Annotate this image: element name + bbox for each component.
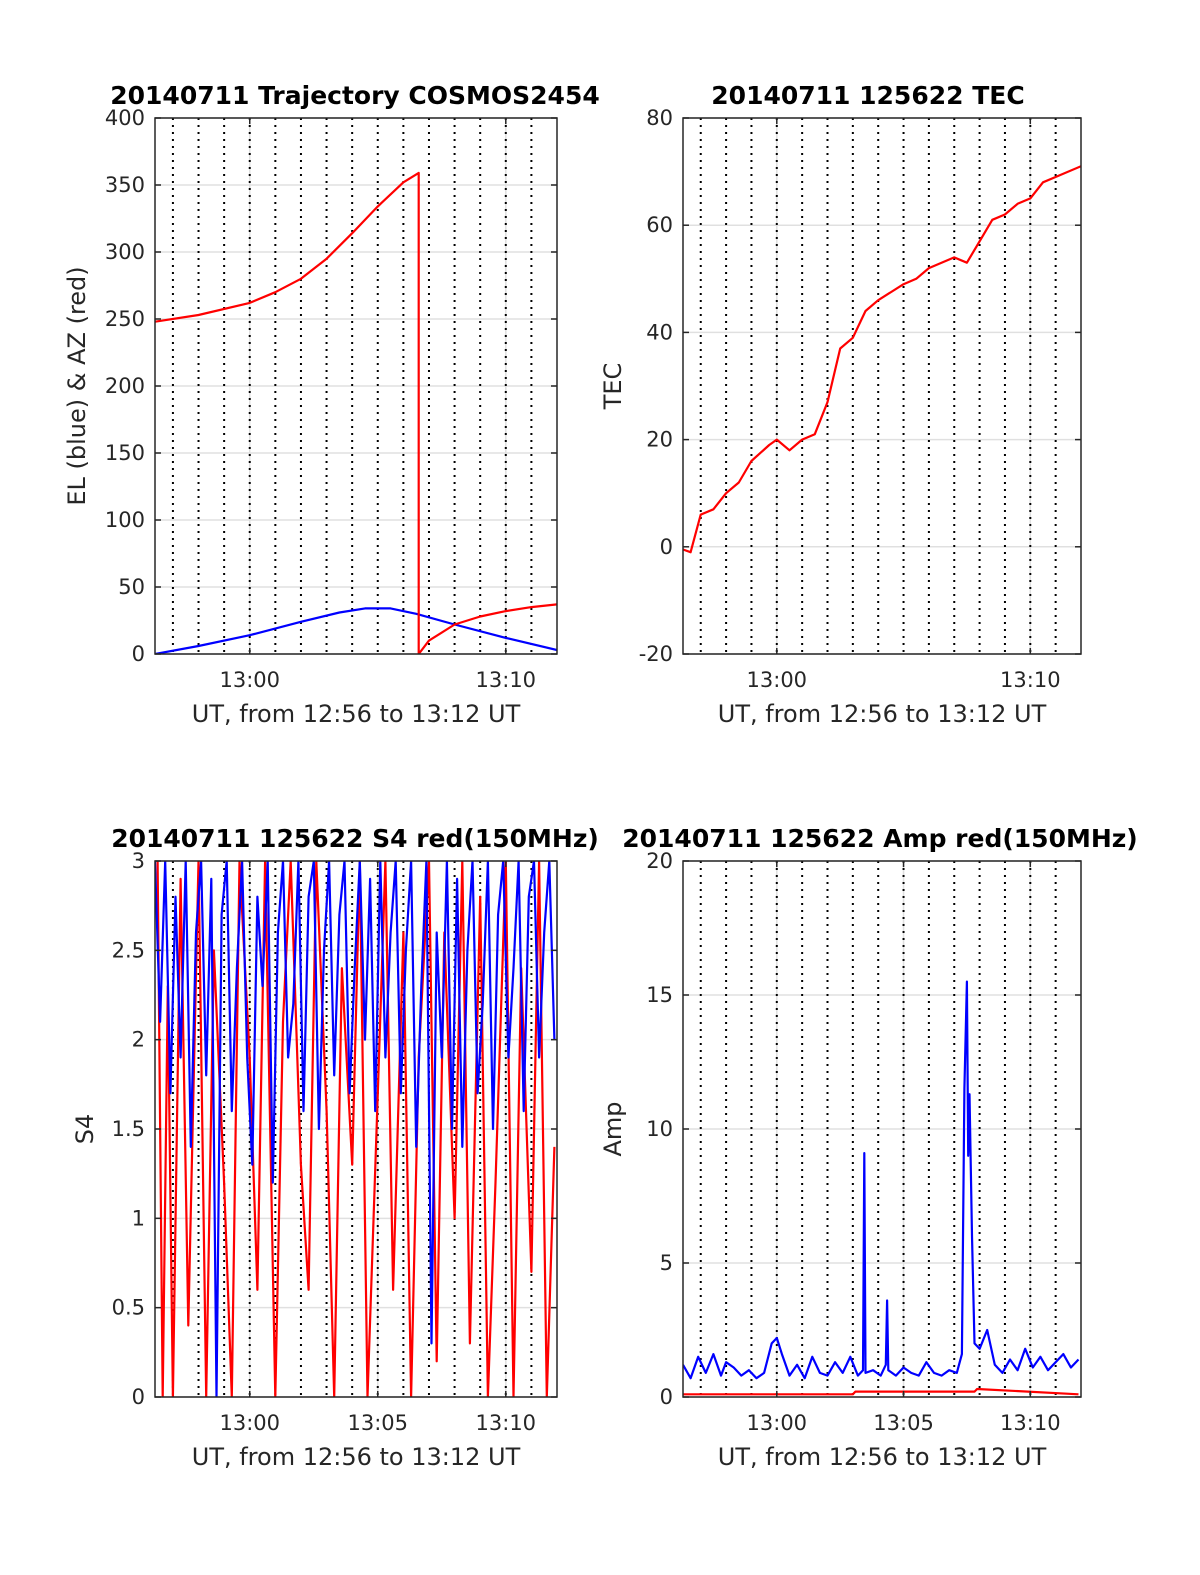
series-line-1 xyxy=(155,171,557,654)
y-tick-label: 80 xyxy=(646,106,673,130)
x-tick-label: 13:00 xyxy=(747,668,808,692)
y-tick-label: 0 xyxy=(132,642,145,666)
chart-title: 20140711 125622 Amp red(150MHz) xyxy=(622,824,1138,853)
x-axis-label: UT, from 12:56 to 13:12 UT xyxy=(718,700,1047,728)
y-tick-label: 250 xyxy=(105,307,145,331)
trajectory-panel: 0 50 100 150 200 250 300 350 400 13:00 13:10 201407… xyxy=(63,81,600,728)
series-line-1 xyxy=(683,980,1080,1380)
chart-title: 20140711 125622 S4 red(150MHz) xyxy=(111,824,599,853)
x-axis-label: UT, from 12:56 to 13:12 UT xyxy=(192,700,521,728)
x-tick-label: 13:05 xyxy=(873,1411,934,1435)
amp-panel: 0 5 10 15 20 13:00 13:05 13:10 20140711 125622 A… xyxy=(599,824,1138,1471)
y-tick-label: 2 xyxy=(132,1028,145,1052)
series-line-0 xyxy=(683,1387,1079,1396)
y-axis-label: S4 xyxy=(71,1114,99,1145)
y-tick-label: 15 xyxy=(646,983,673,1007)
y-tick-label: 0 xyxy=(660,535,673,559)
tec-panel: -20 0 20 40 60 80 13:00 13:10 20140711 125622 TE… xyxy=(599,81,1082,728)
series-line-0 xyxy=(156,861,556,1397)
y-tick-label: 150 xyxy=(105,441,145,465)
y-tick-label: 0 xyxy=(660,1385,673,1409)
series-line-1 xyxy=(155,861,556,1397)
y-tick-label: 400 xyxy=(105,106,145,130)
y-tick-label: 60 xyxy=(646,213,673,237)
y-axis-label: Amp xyxy=(599,1101,627,1156)
y-tick-label: 10 xyxy=(646,1117,673,1141)
chart-title: 20140711 Trajectory COSMOS2454 xyxy=(110,81,600,110)
y-tick-label: 100 xyxy=(105,508,145,532)
y-tick-label: 1.5 xyxy=(112,1117,145,1141)
y-tick-label: 0 xyxy=(132,1385,145,1409)
y-tick-label: -20 xyxy=(639,642,673,666)
axes-box xyxy=(682,117,1082,655)
x-axis-label: UT, from 12:56 to 13:12 UT xyxy=(192,1443,521,1471)
y-tick-label: 350 xyxy=(105,173,145,197)
x-tick-label: 13:00 xyxy=(219,668,280,692)
y-tick-label: 40 xyxy=(646,320,673,344)
y-axis-label: TEC xyxy=(599,363,627,411)
y-tick-label: 1 xyxy=(132,1206,145,1230)
x-tick-label: 13:10 xyxy=(1000,668,1061,692)
y-tick-label: 0.5 xyxy=(112,1296,145,1320)
y-tick-label: 200 xyxy=(105,374,145,398)
x-tick-label: 13:10 xyxy=(476,668,537,692)
y-tick-label: 2.5 xyxy=(112,938,145,962)
x-tick-label: 13:00 xyxy=(747,1411,808,1435)
y-tick-label: 5 xyxy=(660,1251,673,1275)
y-tick-label: 300 xyxy=(105,240,145,264)
y-tick-label: 3 xyxy=(132,849,145,873)
x-tick-label: 13:00 xyxy=(219,1411,280,1435)
series-line-0 xyxy=(683,165,1081,554)
series-line-0 xyxy=(155,607,557,654)
y-tick-label: 20 xyxy=(646,428,673,452)
y-tick-label: 20 xyxy=(646,849,673,873)
chart-title: 20140711 125622 TEC xyxy=(711,81,1024,110)
x-axis-label: UT, from 12:56 to 13:12 UT xyxy=(718,1443,1047,1471)
x-tick-label: 13:05 xyxy=(347,1411,408,1435)
x-tick-label: 13:10 xyxy=(476,1411,537,1435)
y-tick-label: 50 xyxy=(118,575,145,599)
x-tick-label: 13:10 xyxy=(1000,1411,1061,1435)
s4-panel: 0 0.5 1 1.5 2 2.5 3 13:00 13:05 13:10 20140711 125… xyxy=(71,824,599,1471)
y-axis-label: EL (blue) & AZ (red) xyxy=(63,266,91,505)
